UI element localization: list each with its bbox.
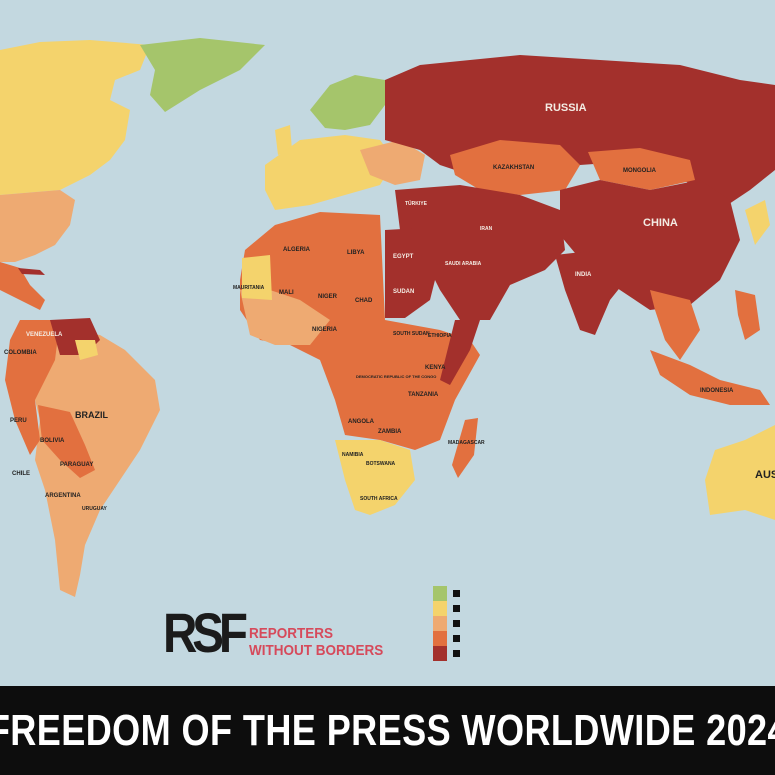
label-india: INDIA (575, 272, 592, 278)
label-peru: PERU (10, 418, 27, 424)
legend-marker (453, 590, 460, 597)
label-egypt: EGYPT (393, 254, 414, 260)
label-tanzania: TANZANIA (408, 392, 439, 398)
label-mongolia: MONGOLIA (623, 168, 657, 174)
region-southeast-asia (650, 290, 700, 360)
region-brazil (30, 330, 160, 597)
region-north-africa (240, 212, 480, 450)
label-libya: LIBYA (347, 250, 365, 256)
legend-swatch-very-serious (433, 646, 460, 661)
region-indonesia (650, 350, 770, 405)
legend-swatch-problematic (433, 616, 460, 631)
region-australia (705, 425, 775, 520)
region-colombia-peru (5, 320, 60, 455)
label-botswana: BOTSWANA (366, 461, 396, 467)
org-name: REPORTERS WITHOUT BORDERS (249, 625, 383, 659)
region-west-africa (240, 290, 330, 345)
label-algeria: ALGERIA (283, 247, 311, 253)
label-kazakhstan: KAZAKHSTAN (493, 165, 534, 171)
region-bolivia-paraguay (38, 405, 95, 478)
label-chile: CHILE (12, 471, 30, 477)
region-canada (0, 40, 150, 195)
label-china: CHINA (643, 217, 678, 229)
label-colombia: COLOMBIA (4, 350, 37, 356)
region-greenland (140, 38, 265, 112)
label-iran: IRAN (480, 226, 493, 232)
legend-marker (453, 605, 460, 612)
legend-marker (453, 620, 460, 627)
rsf-logo: RSF (163, 601, 248, 664)
region-middle-east (395, 185, 565, 320)
region-india (555, 250, 630, 335)
label-turkiye: TÜRKIYE (405, 200, 428, 207)
region-guyana (75, 340, 98, 360)
label-paraguay: PARAGUAY (60, 462, 93, 468)
region-scandinavia (310, 75, 385, 130)
region-horn-of-africa (440, 320, 480, 385)
label-nigeria: NIGERIA (312, 327, 338, 333)
label-argentina: ARGENTINA (45, 493, 81, 499)
label-australia: AUS (755, 469, 775, 481)
region-mauritania (242, 255, 272, 300)
label-indonesia: INDONESIA (700, 388, 734, 394)
region-cuba (18, 268, 45, 275)
label-angola: ANGOLA (348, 419, 375, 425)
label-kenya: KENYA (425, 365, 446, 371)
region-mongolia (588, 148, 695, 190)
label-drc: DEMOCRATIC REPUBLIC OF THE CONGO (356, 374, 436, 379)
org-name-line2: WITHOUT BORDERS (249, 642, 384, 659)
label-south-sudan: SOUTH SUDAN (393, 331, 430, 337)
region-southern-africa (335, 440, 415, 515)
region-central-america (0, 262, 45, 310)
org-name-line1: REPORTERS (249, 625, 334, 642)
label-mali: MALI (279, 290, 294, 296)
label-ethiopia: ETHIOPIA (428, 333, 452, 339)
label-uruguay: URUGUAY (82, 506, 107, 512)
label-zambia: ZAMBIA (378, 429, 402, 435)
legend-swatch-difficult (433, 631, 460, 646)
label-chad: CHAD (355, 298, 373, 304)
legend-marker (453, 635, 460, 642)
legend-marker (453, 650, 460, 657)
region-kazakhstan (450, 140, 580, 195)
region-japan (745, 200, 770, 245)
region-egypt-sudan (385, 228, 440, 318)
label-venezuela: VENEZUELA (26, 332, 63, 338)
region-uk (275, 125, 292, 155)
label-madagascar: MADAGASCAR (448, 440, 485, 446)
legend-swatch-good (433, 586, 460, 601)
label-russia: RUSSIA (545, 102, 587, 114)
label-sudan: SUDAN (393, 289, 414, 295)
region-usa (0, 190, 75, 262)
label-south-africa: SOUTH AFRICA (360, 496, 398, 502)
label-mauritania: MAURITANIA (233, 285, 265, 291)
map-legend (433, 586, 460, 661)
legend-swatch-satisfactory (433, 601, 460, 616)
title-banner: FREEDOM OF THE PRESS WORLDWIDE 2024 (0, 686, 775, 775)
region-madagascar (452, 418, 478, 478)
label-niger: NIGER (318, 294, 338, 300)
label-saudi-arabia: SAUDI ARABIA (445, 261, 482, 267)
label-bolivia: BOLIVIA (40, 438, 65, 444)
label-namibia: NAMIBIA (342, 452, 364, 458)
page-title: FREEDOM OF THE PRESS WORLDWIDE 2024 (0, 705, 775, 755)
label-brazil: BRAZIL (75, 410, 108, 420)
world-press-freedom-map: RUSSIA CHINA KAZAKHSTAN MONGOLIA TÜRKIYE… (0, 38, 775, 597)
region-eastern-europe (360, 140, 425, 185)
region-philippines (735, 290, 760, 340)
